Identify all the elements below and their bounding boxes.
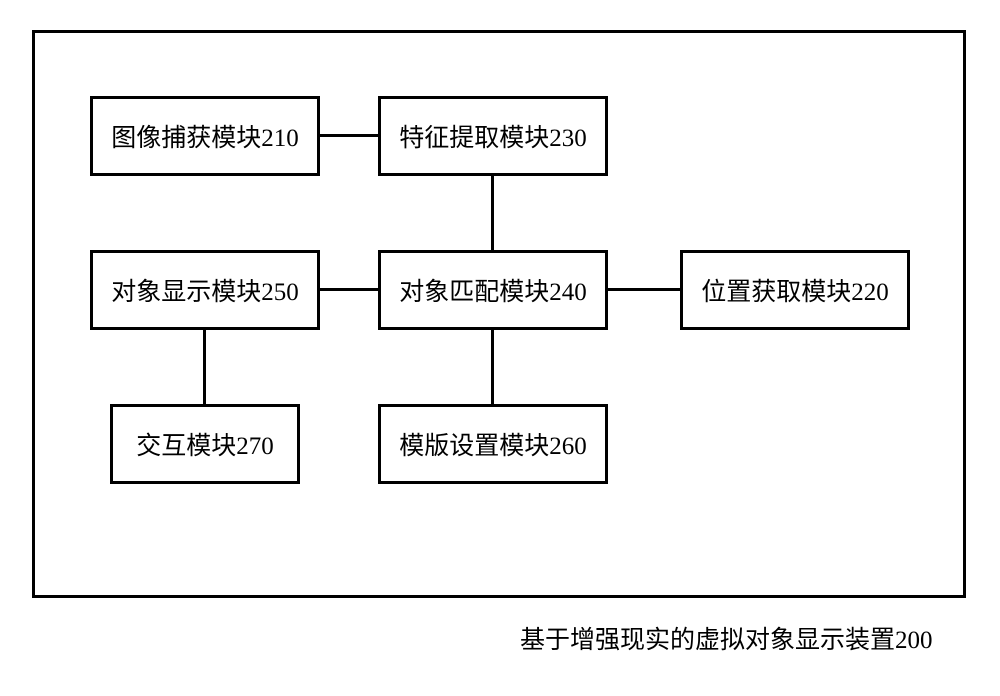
edge-n230-n240 [491, 176, 494, 250]
node-n230: 特征提取模块230 [378, 96, 608, 176]
node-n260: 模版设置模块260 [378, 404, 608, 484]
node-n210: 图像捕获模块210 [90, 96, 320, 176]
edge-n210-n230 [320, 134, 378, 137]
node-n220: 位置获取模块220 [680, 250, 910, 330]
diagram-caption: 基于增强现实的虚拟对象显示装置200 [520, 620, 933, 656]
edge-n250-n240 [320, 288, 378, 291]
node-n270: 交互模块270 [110, 404, 300, 484]
node-n250: 对象显示模块250 [90, 250, 320, 330]
edge-n250-n270 [203, 330, 206, 404]
edge-n240-n260 [491, 330, 494, 404]
node-n240: 对象匹配模块240 [378, 250, 608, 330]
edge-n240-n220 [608, 288, 680, 291]
